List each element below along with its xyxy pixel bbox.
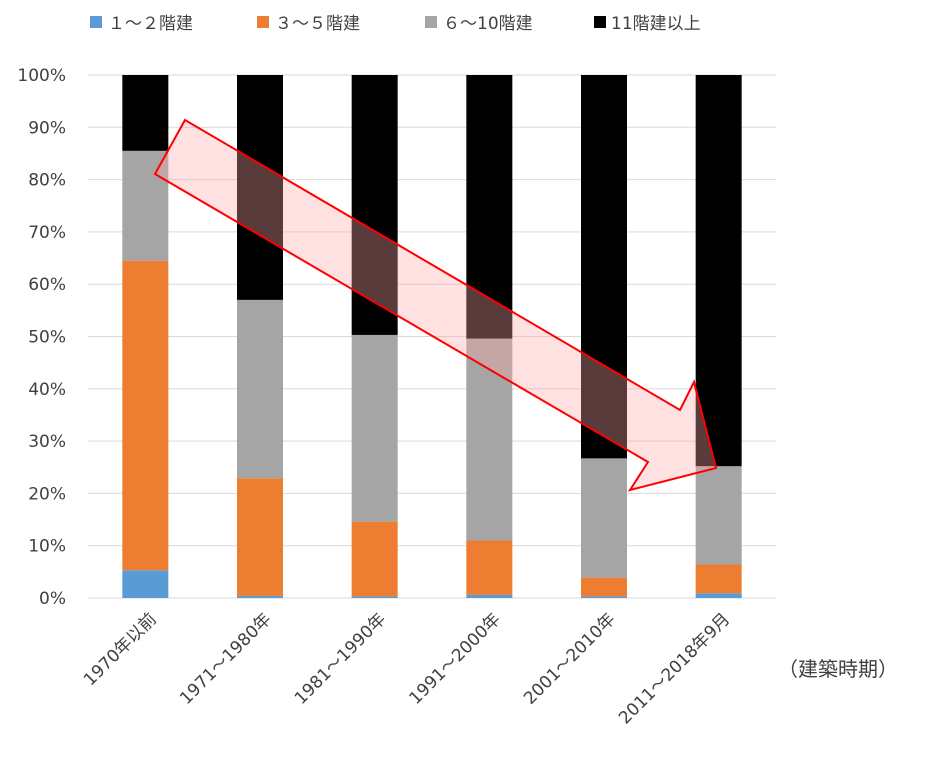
x-axis-title: （建築時期） [778,657,898,681]
bar-segment [466,540,513,595]
bar-segment [237,75,283,300]
y-tick-label: 10% [28,537,66,557]
y-tick-label: 70% [28,223,66,243]
legend-swatch-11plus [594,16,606,28]
trend-arrow [153,118,718,492]
bar-segment [122,150,169,261]
legend-label-11plus: 11階建以上 [611,14,701,34]
legend-swatch-1-2 [90,16,102,28]
bar-segment [237,299,283,479]
bar-segment [466,338,513,541]
bar-segment [351,596,398,598]
legend-swatch-6-10 [425,16,437,28]
legend-label-3-5: ３～５階建 [275,14,360,34]
legend: １～２階建 ３～５階建 ６～10階建 11階建以上 [90,14,701,34]
x-tick-label: 1991～2000年 [405,609,504,708]
x-tick-label: 2011～2018年9月 [615,609,734,728]
x-tick-label: 2001～2010年 [520,609,619,708]
y-tick-label: 50% [28,328,66,348]
legend-label-1-2: １～２階建 [108,14,193,34]
bar-segment [466,594,513,598]
y-tick-label: 100% [17,66,66,86]
bar-segment [351,521,398,597]
y-tick-label: 90% [28,118,66,138]
bar-segment [122,260,169,571]
bar-segment [581,596,627,598]
bar-segment [466,75,513,339]
y-tick-label: 40% [28,380,66,400]
bar-segment [695,75,742,467]
y-tick-label: 30% [28,432,66,452]
y-tick-label: 0% [39,589,66,609]
x-axis-ticks: 1970年以前 1971～1980年 1981～1990年 1991～2000年 200… [80,609,734,728]
bar-segment [695,593,742,598]
x-tick-label: 1971～1980年 [176,609,275,708]
y-tick-label: 60% [28,275,66,295]
bar-segment [695,564,742,594]
bar-segment [581,458,627,578]
bar-segment [122,570,169,598]
y-tick-label: 80% [28,171,66,191]
legend-swatch-3-5 [257,16,269,28]
bar-segment [695,466,742,565]
x-tick-label: 1970年以前 [80,609,161,690]
bars [122,75,742,598]
bar-segment [581,75,627,459]
bar-segment [581,577,627,597]
x-tick-label: 1981～1990年 [291,609,390,708]
y-tick-label: 20% [28,484,66,504]
bar-segment [351,75,398,335]
bar-segment [351,334,398,522]
bar-segment [237,478,283,596]
y-axis-ticks: 0% 10% 20% 30% 40% 50% 60% 70% 80% 90% 100% [17,66,66,609]
bar-segment [237,595,283,598]
bar-segment [122,75,169,151]
legend-label-6-10: ６～10階建 [443,14,533,34]
